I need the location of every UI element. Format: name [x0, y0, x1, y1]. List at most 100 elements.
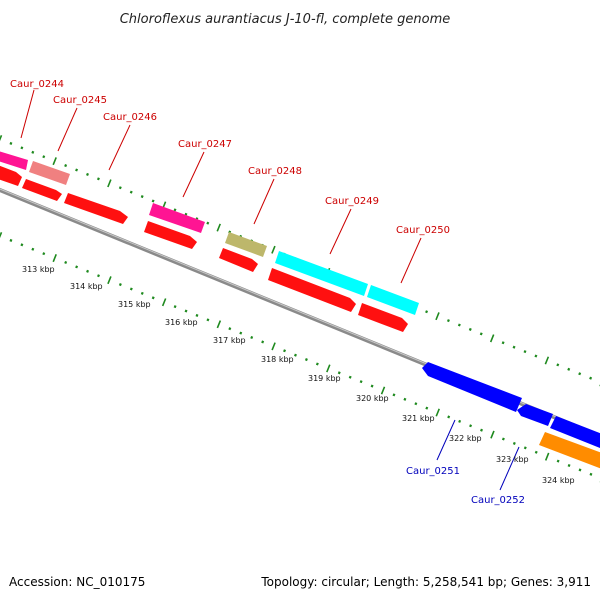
scale-label: 318 kbp: [261, 355, 294, 364]
minor-tick: [578, 468, 582, 472]
gene-label-caur-0252[interactable]: Caur_0252: [471, 495, 525, 506]
minor-tick: [294, 353, 297, 357]
gene-caur-0251[interactable]: [422, 362, 522, 412]
gene-reverse-orange[interactable]: [539, 432, 600, 472]
minor-tick: [501, 341, 505, 345]
cds-arrow: [64, 193, 128, 224]
minor-tick: [480, 428, 483, 432]
major-tick: [52, 254, 57, 263]
minor-tick: [64, 260, 68, 265]
accession-text: Accession: NC_010175: [9, 575, 145, 589]
minor-tick: [348, 375, 352, 379]
gene-reverse-blue[interactable]: [550, 416, 600, 452]
cds-arrow: [358, 303, 408, 332]
scale-label: 313 kbp: [22, 265, 55, 274]
scale-label: 324 kbp: [542, 476, 575, 485]
scale-label: 322 kbp: [449, 434, 482, 443]
label-leader: [329, 208, 352, 255]
minor-tick: [425, 310, 429, 314]
cds-arrow: [22, 179, 62, 201]
minor-tick: [479, 332, 483, 336]
genome-summary-text: Topology: circular; Length: 5,258,541 bp…: [260, 575, 591, 589]
minor-tick: [556, 459, 560, 463]
minor-tick: [556, 363, 560, 367]
minor-tick: [567, 367, 571, 371]
minor-tick: [151, 296, 155, 300]
minor-tick: [512, 441, 516, 445]
gene-label-caur-0248[interactable]: Caur_0248: [248, 166, 302, 177]
minor-tick: [86, 172, 89, 176]
major-tick: [271, 342, 276, 351]
minor-tick: [206, 221, 210, 225]
minor-tick: [283, 349, 287, 353]
forward-cds-lane: [0, 165, 408, 332]
minor-tick: [512, 345, 516, 349]
minor-tick: [129, 287, 133, 291]
minor-tick: [31, 150, 35, 154]
minor-tick: [359, 380, 363, 384]
gene-label-caur-0245[interactable]: Caur_0245: [53, 95, 107, 106]
gene-label-caur-0250[interactable]: Caur_0250: [396, 225, 450, 236]
gene-label-caur-0251[interactable]: Caur_0251: [406, 466, 460, 477]
minor-tick: [304, 358, 308, 362]
scale-label: 314 kbp: [70, 282, 103, 291]
gene-caur-0248[interactable]: [225, 232, 267, 257]
major-tick: [0, 231, 3, 239]
minor-tick: [75, 265, 79, 269]
minor-tick: [96, 177, 100, 181]
minor-tick: [239, 331, 243, 335]
gene-caur-0247[interactable]: [149, 203, 205, 233]
minor-tick: [9, 238, 13, 242]
minor-tick: [457, 323, 461, 327]
forward-gene-labels: Caur_0244 Caur_0245 Caur_0246 Caur_0247 …: [10, 79, 450, 284]
minor-tick: [75, 168, 79, 172]
major-tick: [0, 134, 3, 142]
minor-tick: [534, 450, 538, 454]
minor-tick: [9, 141, 13, 145]
gene-caur-0245[interactable]: [29, 161, 70, 185]
minor-tick: [315, 362, 319, 366]
minor-tick: [173, 208, 177, 212]
cds-arrow: [0, 165, 22, 186]
major-tick: [490, 430, 495, 439]
gene-caur-0252[interactable]: [517, 404, 553, 426]
minor-tick: [118, 186, 122, 190]
gene-label-caur-0244[interactable]: Caur_0244: [10, 79, 64, 90]
minor-tick: [129, 190, 133, 194]
label-leader: [499, 446, 520, 491]
scale-label: 317 kbp: [213, 336, 246, 345]
scale-labels: 313 kbp 314 kbp 315 kbp 316 kbp 317 kbp …: [22, 265, 575, 485]
minor-tick: [42, 252, 46, 256]
minor-tick: [523, 446, 527, 450]
gene-caur-0250[interactable]: [367, 285, 419, 315]
minor-tick: [468, 327, 472, 331]
map-title: Chloroflexus aurantiacus J-10-fl, comple…: [120, 12, 451, 27]
label-leader: [253, 178, 275, 225]
label-leader: [436, 419, 456, 461]
cds-arrow: [144, 221, 197, 249]
minor-tick: [20, 243, 24, 247]
minor-tick: [446, 319, 450, 323]
minor-tick: [469, 424, 473, 428]
minor-tick: [140, 195, 144, 199]
gene-label-caur-0246[interactable]: Caur_0246: [103, 112, 157, 123]
gene-label-caur-0249[interactable]: Caur_0249: [325, 196, 379, 207]
minor-tick: [337, 371, 341, 375]
major-tick: [544, 356, 550, 365]
gene-caur-0249[interactable]: [275, 251, 368, 296]
minor-tick: [151, 199, 155, 203]
minor-tick: [173, 305, 177, 309]
minor-tick: [392, 393, 396, 397]
label-leader: [400, 237, 422, 284]
major-tick: [435, 408, 440, 417]
gene-caur-0244[interactable]: [0, 150, 28, 170]
minor-tick: [195, 313, 199, 317]
label-leader: [108, 124, 131, 171]
major-tick: [161, 298, 167, 307]
gene-label-caur-0247[interactable]: Caur_0247: [178, 139, 232, 150]
minor-tick: [403, 397, 407, 401]
major-tick: [326, 364, 331, 373]
reverse-gene-labels: Caur_0251 Caur_0252: [406, 419, 525, 506]
major-tick: [216, 320, 222, 329]
